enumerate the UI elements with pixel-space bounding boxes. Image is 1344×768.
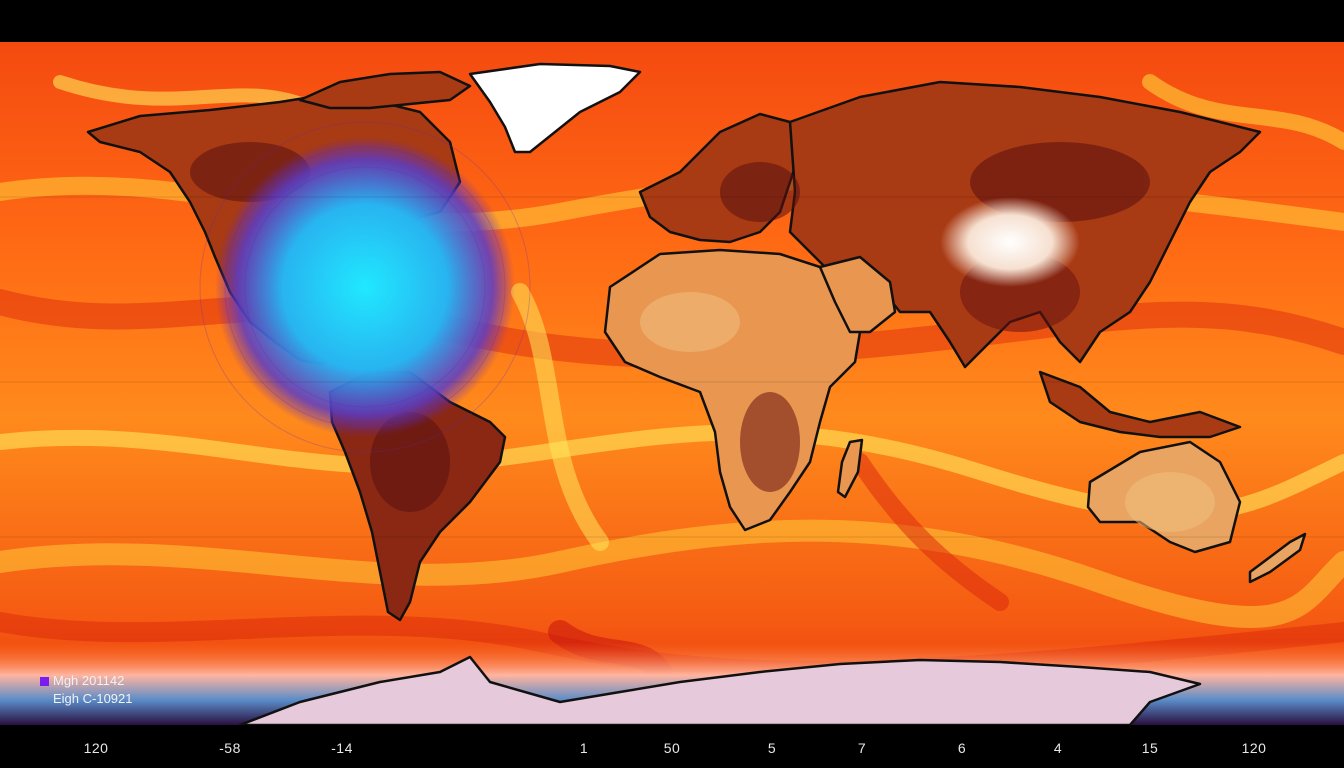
new-zealand [1248, 532, 1307, 584]
cold-anomaly-rings [199, 121, 531, 453]
legend-label: Mgh 201142 [53, 673, 125, 688]
greenland [468, 62, 642, 154]
world-temperature-map [0, 42, 1344, 725]
x-axis-tick: 50 [663, 740, 681, 756]
x-axis-tick: 6 [957, 740, 967, 756]
heat-map[interactable] [0, 42, 1344, 725]
x-axis-tick: 5 [767, 740, 777, 756]
x-axis-tick: 1 [579, 740, 589, 756]
x-axis-tick: 7 [857, 740, 867, 756]
arctic-islands [298, 70, 472, 110]
x-axis-tick: -14 [331, 740, 353, 756]
legend-swatch-icon [40, 676, 49, 686]
x-axis-tick: 120 [1241, 740, 1267, 756]
x-axis-tick: -58 [219, 740, 241, 756]
bottom-letterbox-bar [0, 725, 1344, 768]
arabia [818, 255, 897, 334]
indonesia [1038, 370, 1242, 439]
madagascar [836, 438, 864, 499]
legend-item: Mgh 201142 [40, 672, 133, 690]
legend-item: Eigh C-10921 [40, 690, 133, 708]
tibetan-plateau-hotspot [940, 197, 1080, 287]
x-axis-tick: 15 [1141, 740, 1159, 756]
legend: Mgh 201142 Eigh C-10921 [40, 672, 133, 708]
x-axis-tick: 4 [1053, 740, 1063, 756]
antarctica [238, 655, 1202, 725]
grid-lines [0, 196, 1344, 538]
legend-label: Eigh C-10921 [53, 691, 133, 706]
cold-anomaly-region [215, 137, 515, 437]
x-axis-tick: 120 [83, 740, 109, 756]
top-letterbox-bar [0, 0, 1344, 42]
